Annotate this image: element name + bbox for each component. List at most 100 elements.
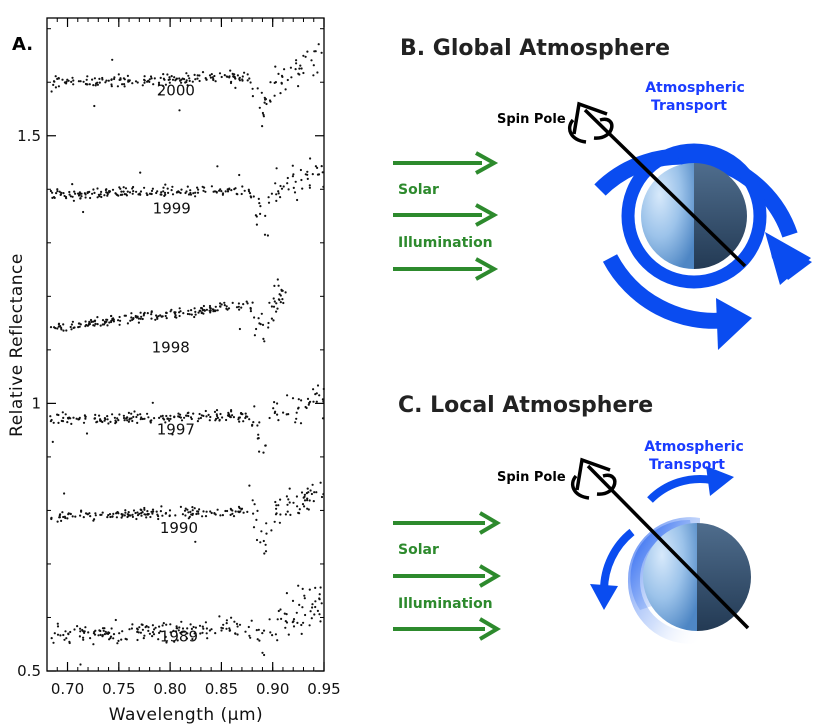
data-point <box>263 552 266 555</box>
data-point <box>310 617 313 620</box>
data-point <box>69 417 72 420</box>
panel-b-title: B. Global Atmosphere <box>400 36 670 61</box>
data-point <box>242 303 245 306</box>
data-point <box>295 417 298 420</box>
data-point <box>57 323 61 326</box>
data-point <box>179 310 182 313</box>
data-point <box>55 192 58 195</box>
data-point <box>242 420 245 423</box>
data-point <box>89 196 92 200</box>
data-point <box>249 310 252 313</box>
data-point <box>196 191 200 194</box>
data-point <box>175 78 178 81</box>
data-point <box>174 314 177 317</box>
data-point <box>256 638 259 641</box>
data-point <box>295 411 298 414</box>
spin-axis <box>568 101 747 268</box>
solar-label: Solar <box>398 182 439 198</box>
data-point <box>203 309 206 312</box>
data-point <box>227 411 230 414</box>
data-point <box>252 512 255 515</box>
data-point <box>92 84 95 87</box>
data-point <box>303 594 306 597</box>
data-point <box>202 627 205 630</box>
data-point <box>179 631 182 635</box>
data-point <box>141 317 144 321</box>
data-point <box>253 503 256 506</box>
data-point <box>246 73 249 76</box>
data-point <box>164 635 167 639</box>
data-point <box>185 190 188 193</box>
data-point <box>82 210 85 214</box>
data-point <box>282 411 285 414</box>
data-point <box>210 185 213 188</box>
data-point <box>295 59 298 62</box>
data-point <box>79 630 82 633</box>
data-point <box>216 414 219 418</box>
data-point <box>67 513 70 516</box>
data-point <box>298 67 301 70</box>
data-point <box>303 493 306 496</box>
data-point <box>255 629 258 632</box>
data-point <box>226 188 229 191</box>
data-point <box>274 65 277 68</box>
data-point <box>96 187 99 190</box>
data-point <box>163 191 167 194</box>
data-point <box>179 505 182 508</box>
data-point <box>126 190 129 193</box>
data-point <box>152 633 156 636</box>
data-point <box>302 496 305 499</box>
spin-pole-label: Spin Pole <box>497 112 566 127</box>
data-point <box>138 626 141 629</box>
data-point <box>197 188 200 191</box>
data-point <box>243 71 246 74</box>
data-point <box>148 192 152 195</box>
data-point <box>109 515 112 519</box>
data-point <box>297 511 300 514</box>
data-point <box>279 513 282 516</box>
data-point <box>128 628 131 631</box>
data-point <box>292 625 296 628</box>
data-point <box>131 623 134 626</box>
data-point <box>208 629 211 632</box>
data-point <box>209 309 212 312</box>
data-point <box>127 420 130 423</box>
data-point <box>192 625 195 629</box>
data-point <box>234 86 237 89</box>
data-point <box>286 394 289 397</box>
data-point <box>235 306 239 309</box>
data-point <box>270 192 273 195</box>
data-point <box>108 321 111 324</box>
data-point <box>168 509 172 512</box>
data-point <box>180 620 183 623</box>
x-tick-label: 0.90 <box>256 680 289 698</box>
data-point <box>61 511 64 514</box>
data-point <box>124 314 127 317</box>
data-point <box>161 624 164 627</box>
data-point <box>171 185 174 188</box>
data-point <box>120 638 123 641</box>
data-point <box>279 92 282 95</box>
data-point <box>122 186 125 189</box>
data-point <box>193 315 196 319</box>
data-point <box>178 626 181 629</box>
data-point <box>297 398 300 401</box>
data-point <box>134 511 137 515</box>
data-point <box>131 82 134 85</box>
data-point <box>178 307 181 310</box>
data-point <box>130 417 133 420</box>
data-point <box>56 520 59 523</box>
data-point <box>213 511 216 515</box>
data-point <box>105 79 108 82</box>
data-point <box>236 625 239 628</box>
data-point <box>113 416 116 419</box>
data-point <box>67 417 70 420</box>
data-point <box>238 510 241 514</box>
data-point <box>139 418 142 421</box>
data-point <box>253 316 256 319</box>
data-point <box>253 405 256 408</box>
data-point <box>135 190 138 193</box>
data-point <box>257 197 260 200</box>
data-point <box>275 193 278 196</box>
